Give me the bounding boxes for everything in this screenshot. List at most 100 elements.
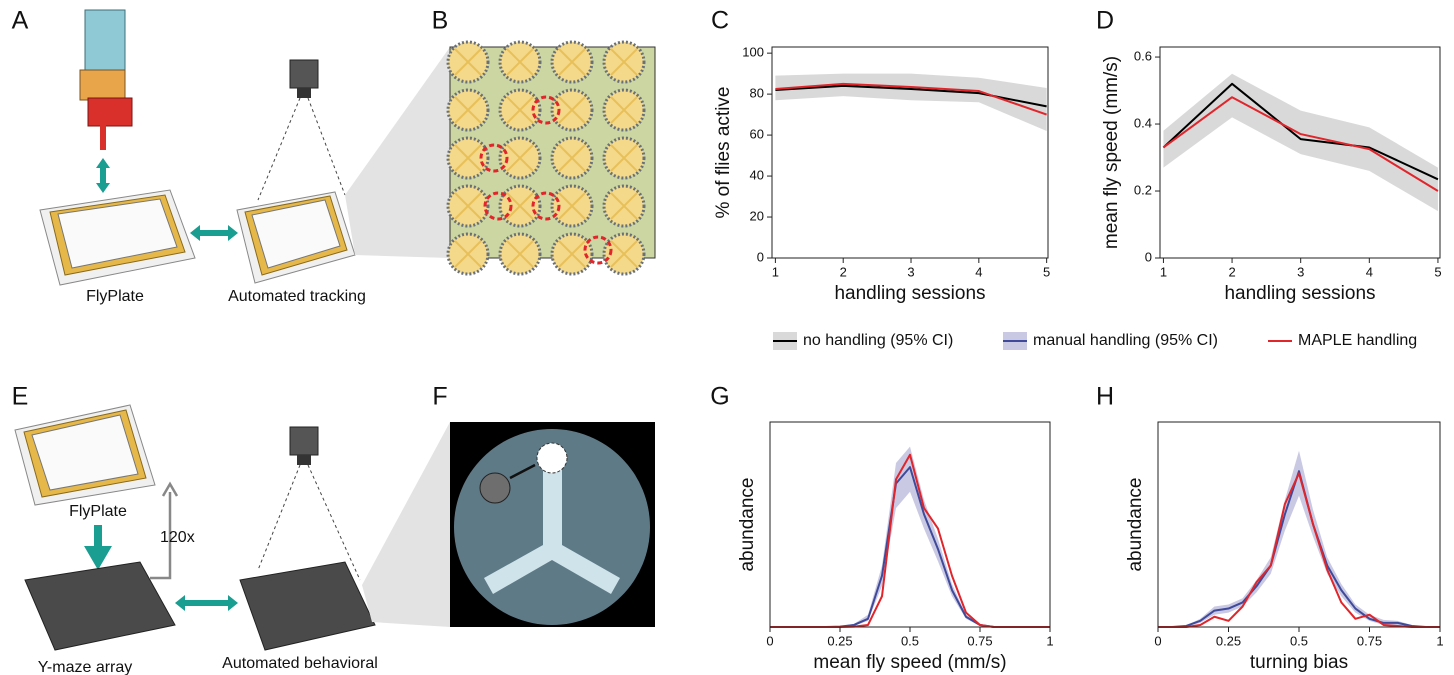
y-axis-label: abundance — [737, 477, 758, 571]
well-cross — [610, 192, 638, 220]
x-tick-label: 5 — [1043, 264, 1050, 279]
x-tick-label: 1 — [1160, 264, 1167, 279]
x-tick-label: 1 — [1046, 633, 1053, 648]
series-line — [1162, 96, 1439, 192]
legend-label: manual handling (95% CI) — [1033, 332, 1218, 349]
x-axis-label: handling sessions — [834, 283, 985, 304]
x-axis-label: mean fly speed (mm/s) — [813, 652, 1006, 673]
x-tick-label: 1 — [1436, 633, 1443, 648]
illustration-a — [39, 9, 450, 286]
illustration-b — [446, 40, 656, 276]
x-tick-label: 0.5 — [1290, 633, 1308, 648]
well-cross — [610, 48, 638, 76]
x-tick-label: 5 — [1434, 264, 1441, 279]
chart: 1 2 3 4 5 0 20 40 60 80 100 handling sessions % of f… — [713, 45, 1050, 304]
illustration-caption: FlyPlate — [86, 288, 144, 305]
x-tick-label: 3 — [1297, 264, 1304, 279]
confidence-band — [775, 73, 1047, 131]
well-cross — [454, 48, 482, 76]
y-tick-label: 0 — [1145, 249, 1152, 264]
chart: 0 0.25 0.5 0.75 1 mean fly speed (mm/s) abunda… — [737, 421, 1054, 673]
x-tick-label: 2 — [840, 264, 847, 279]
x-tick-label: 0 — [766, 633, 773, 648]
x-tick-label: 0.75 — [1357, 633, 1382, 648]
confidence-band — [1163, 73, 1438, 212]
illustration-caption: FlyPlate — [69, 503, 127, 520]
x-tick-label: 1 — [772, 264, 779, 279]
y-tick-label: 20 — [750, 208, 764, 223]
series-line — [1158, 472, 1440, 628]
illustration-e — [14, 404, 450, 651]
series-line — [1162, 82, 1439, 181]
y-tick-label: 0.6 — [1134, 48, 1152, 63]
x-tick-label: 4 — [1366, 264, 1373, 279]
plot-frame — [1159, 46, 1441, 259]
x-tick-label: 0.25 — [1216, 633, 1241, 648]
panel-label: G — [710, 383, 729, 411]
tracked-fly — [531, 95, 561, 125]
y-tick-label: 80 — [750, 86, 764, 101]
well-cross — [610, 144, 638, 172]
well-cross — [558, 144, 586, 172]
x-tick-label: 3 — [907, 264, 914, 279]
tracked-fly — [483, 191, 513, 221]
panel-label: D — [1096, 7, 1114, 35]
well-cross — [454, 192, 482, 220]
x-tick-label: 2 — [1228, 264, 1235, 279]
illustration-caption: Y-maze array — [38, 659, 133, 675]
tracked-fly — [583, 235, 613, 265]
chart: 1 2 3 4 5 0 0.2 0.4 0.6 handling sessions mean fly… — [1101, 46, 1442, 304]
panel-label: E — [12, 383, 29, 411]
illustration-caption: Automated behavioral — [222, 655, 378, 672]
tracked-fly — [531, 191, 561, 221]
well-cross — [454, 240, 482, 268]
chart: 0 0.25 0.5 0.75 1 turning bias abundance — [1125, 421, 1444, 673]
x-tick-label: 0.25 — [827, 633, 852, 648]
well-cross — [610, 96, 638, 124]
y-axis-label: % of flies active — [713, 87, 734, 219]
well-cross — [454, 96, 482, 124]
panel-label: A — [12, 7, 29, 35]
confidence-band — [770, 446, 1050, 627]
well-cross — [610, 240, 638, 268]
panel-label: B — [432, 7, 449, 35]
well-cross — [506, 48, 534, 76]
legend: no handling (95% CI) manual handling (95%… — [773, 332, 1417, 350]
well-cross — [558, 240, 586, 268]
plot-frame — [771, 46, 1049, 259]
panel-label: H — [1096, 383, 1114, 411]
well-cross — [506, 192, 534, 220]
x-tick-label: 0.75 — [967, 633, 992, 648]
series-line — [1158, 470, 1440, 628]
well-cross — [558, 96, 586, 124]
x-tick-label: 0.5 — [901, 633, 919, 648]
y-tick-label: 60 — [750, 127, 764, 142]
x-axis-label: handling sessions — [1224, 283, 1375, 304]
illustration-caption: Automated tracking — [228, 288, 366, 305]
well-cross — [506, 240, 534, 268]
x-tick-label: 4 — [975, 264, 982, 279]
x-tick-label: 0 — [1154, 633, 1161, 648]
x-axis-label: turning bias — [1250, 652, 1348, 673]
illustration-f — [450, 422, 655, 627]
tracked-fly — [479, 143, 509, 173]
series-line — [775, 82, 1047, 116]
legend-label: MAPLE handling — [1298, 332, 1417, 349]
illustration-caption: 120x — [160, 529, 195, 546]
y-axis-label: mean fly speed (mm/s) — [1101, 56, 1122, 249]
y-tick-label: 0.2 — [1134, 182, 1152, 197]
y-axis-label: abundance — [1125, 477, 1146, 571]
y-tick-label: 100 — [742, 45, 764, 60]
y-tick-label: 0 — [757, 249, 764, 264]
well-cross — [558, 48, 586, 76]
panel-label: F — [432, 383, 447, 411]
panel-label: C — [711, 7, 729, 35]
series-line — [775, 84, 1047, 108]
well-cross — [454, 144, 482, 172]
well-cross — [558, 192, 586, 220]
legend-label: no handling (95% CI) — [803, 332, 953, 349]
well-cross — [506, 144, 534, 172]
y-tick-label: 40 — [750, 167, 764, 182]
well-cross — [506, 96, 534, 124]
